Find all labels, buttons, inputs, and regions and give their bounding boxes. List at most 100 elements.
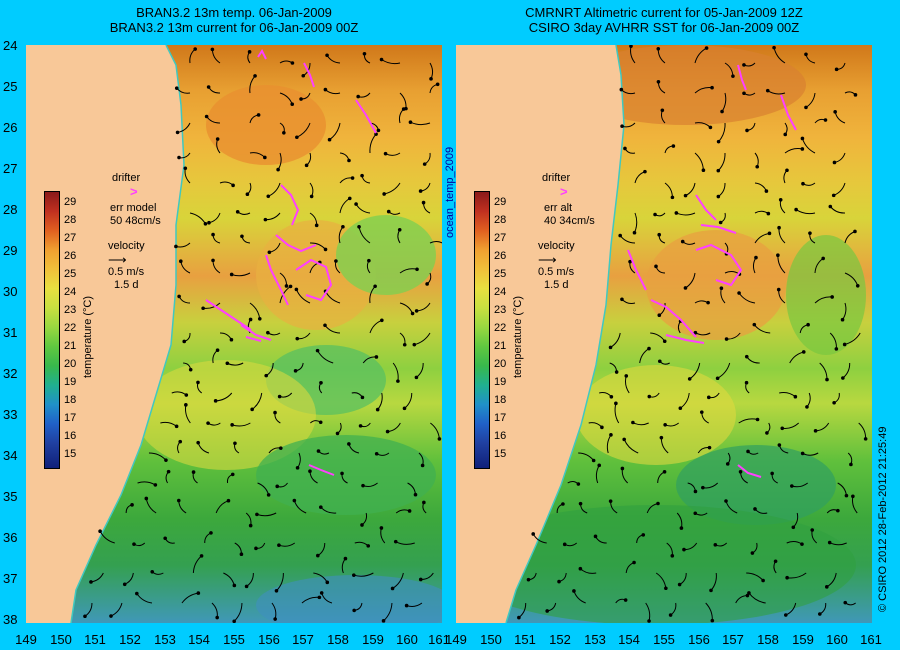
drifter-track <box>650 299 697 338</box>
legend-velocity-label: velocity <box>538 240 575 252</box>
current-arrowhead <box>231 183 235 188</box>
current-arrowhead <box>335 431 340 436</box>
current-arrowhead <box>232 619 236 623</box>
current-arrowhead <box>282 130 286 135</box>
current-arrowhead <box>800 147 805 151</box>
current-arrowhead <box>122 582 127 587</box>
current-arrow <box>392 362 399 382</box>
current-arrow <box>215 500 229 514</box>
colorbar-tick: 20 <box>64 358 77 370</box>
current-arrowhead <box>276 167 280 172</box>
current-arrowhead <box>628 259 632 264</box>
lon-tick: 156 <box>688 632 710 647</box>
current-arrowhead <box>656 46 661 51</box>
lon-tick: 154 <box>618 632 640 647</box>
current-arrow <box>805 54 816 64</box>
legend-velocity-label: velocity <box>108 240 145 252</box>
current-arrow <box>676 212 696 216</box>
current-arrow <box>278 542 296 547</box>
current-arrowhead <box>397 227 402 232</box>
lon-tick: 161 <box>860 632 882 647</box>
current-arrow <box>329 122 341 141</box>
left-title-line2: BRAN3.2 13m current for 06-Jan-2009 00Z <box>109 20 359 35</box>
colorbar-tick: 21 <box>494 340 507 352</box>
current-arrowhead <box>659 435 664 440</box>
current-arrowhead <box>240 234 244 239</box>
colorbar-tick: 23 <box>494 304 507 316</box>
current-arrowhead <box>325 53 329 58</box>
current-arrowhead <box>356 94 360 99</box>
drifter-track <box>240 324 272 341</box>
current-arrowhead <box>772 45 776 50</box>
current-arrowhead <box>755 164 760 169</box>
current-arrowhead <box>201 306 205 311</box>
warm-eddy <box>566 45 806 125</box>
current-arrow <box>844 231 856 244</box>
current-arrowhead <box>863 437 868 441</box>
current-arrowhead <box>716 139 721 144</box>
current-arrowhead <box>304 163 309 168</box>
current-arrowhead <box>176 498 181 503</box>
current-arrow <box>634 171 646 184</box>
current-arrow <box>806 392 811 408</box>
left-map-svg <box>26 45 442 623</box>
colorbar-tick: 18 <box>494 394 507 406</box>
current-arrowhead <box>437 437 442 441</box>
current-arrowhead <box>754 255 758 260</box>
current-arrowhead <box>215 348 220 352</box>
current-arrowhead <box>841 376 845 380</box>
legend-duration: 1.5 d <box>114 279 139 291</box>
current-arrow <box>718 182 726 197</box>
current-arrowhead <box>396 379 400 383</box>
current-arrowhead <box>632 230 637 235</box>
lon-tick: 159 <box>792 632 814 647</box>
current-arrowhead <box>418 577 423 582</box>
drifter-track <box>780 94 797 131</box>
current-arrowhead <box>620 297 624 302</box>
drifter-track <box>737 64 747 91</box>
current-arrowhead <box>273 617 277 621</box>
drifter-track <box>355 99 377 134</box>
legend-speed: 0.5 m/s <box>108 266 145 278</box>
current-arrowhead <box>379 526 384 530</box>
drifter-track <box>308 464 335 476</box>
current-arrowhead <box>188 367 193 372</box>
lat-tick: 32 <box>3 366 18 381</box>
current-arrowhead <box>746 449 750 454</box>
current-arrowhead <box>347 158 351 163</box>
colorbar-label: temperature (°C) <box>512 295 524 378</box>
current-arrow <box>779 199 786 214</box>
current-arrowhead <box>742 63 746 67</box>
current-arrow <box>245 512 252 526</box>
current-arrowhead <box>245 192 250 197</box>
lon-tick: 149 <box>15 632 37 647</box>
current-arrowhead <box>608 499 613 503</box>
current-arrowhead <box>844 493 849 498</box>
current-arrow <box>815 422 830 432</box>
current-arrowhead <box>724 499 728 503</box>
current-arrowhead <box>277 543 281 548</box>
current-arrowhead <box>725 462 730 466</box>
australia-land <box>26 45 184 623</box>
current-arrowhead <box>670 554 675 558</box>
lat-tick: 35 <box>3 489 18 504</box>
current-arrowhead <box>266 493 271 497</box>
current-arrowhead <box>656 79 661 84</box>
current-arrowhead <box>753 507 757 511</box>
colorbar-tick: 24 <box>494 286 507 298</box>
current-arrowhead <box>783 613 788 617</box>
current-arrow <box>621 298 636 305</box>
legend-velocity: velocity ⟶ 0.5 m/s 1.5 d <box>538 240 575 292</box>
current-arrow <box>110 602 123 617</box>
current-arrowhead <box>248 523 253 528</box>
current-arrowhead <box>178 259 183 264</box>
current-arrow <box>90 572 104 583</box>
current-arrow <box>192 555 202 574</box>
current-arrowhead <box>679 526 684 530</box>
drifter-track <box>695 194 717 221</box>
current-arrowhead <box>347 442 351 446</box>
current-arrow <box>694 152 704 171</box>
current-arrowhead <box>810 528 815 532</box>
lon-tick: 155 <box>653 632 675 647</box>
current-arrowhead <box>410 311 415 316</box>
